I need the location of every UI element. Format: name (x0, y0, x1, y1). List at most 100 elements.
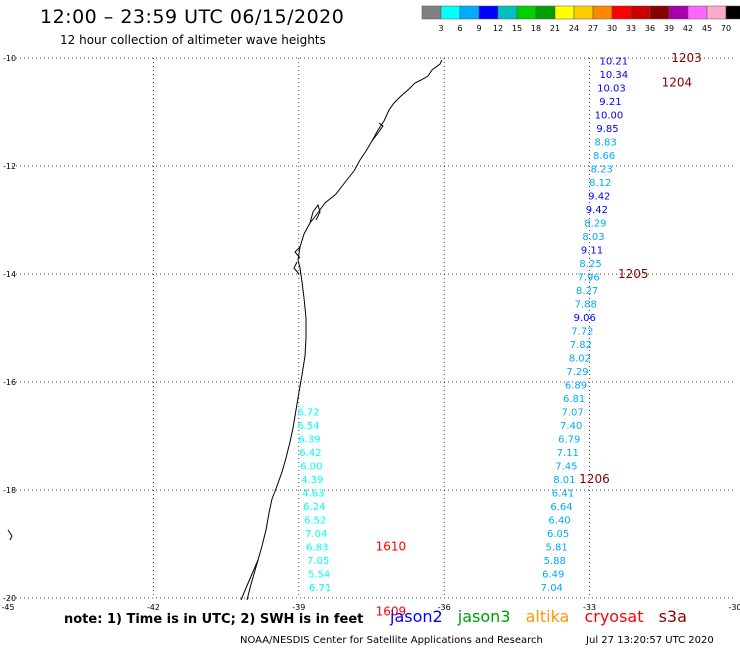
satellite-label: jason3 (457, 607, 511, 626)
y-tick-label: -20 (3, 594, 16, 603)
pass-time-labels: 1203 1204 1205 1206 1610 1609 (376, 51, 702, 619)
pass-time-label: 1203 (671, 51, 702, 65)
x-tick-label: -30 (728, 603, 740, 612)
swh-value-label: 6.49 (542, 570, 564, 581)
legend-tick-label: 70 (721, 24, 731, 33)
swh-value-label: 4.63 (302, 489, 324, 500)
swh-value-label: 8.01 (553, 475, 575, 486)
page-title: 12:00 – 23:59 UTC 06/15/2020 (40, 6, 345, 28)
swh-value-label: 9.21 (599, 97, 621, 108)
credit-text: NOAA/NESDIS Center for Satellite Applica… (240, 635, 543, 646)
brazil-coastline (246, 59, 443, 601)
swh-value-label: 6.71 (309, 583, 331, 594)
swh-value-label: 8.66 (593, 151, 615, 162)
legend-swatch (440, 5, 461, 20)
swh-value-label: 7.96 (577, 273, 599, 284)
swh-value-label: 8.29 (584, 219, 606, 230)
legend-swatch (706, 5, 727, 20)
swh-value-label: 7.07 (562, 408, 584, 419)
swh-value-label: 4.39 (301, 475, 323, 486)
legend-swatch (668, 5, 689, 20)
y-tick-label: -18 (3, 486, 16, 495)
swh-value-label: 6.00 (300, 462, 322, 473)
legend-swatch (516, 5, 537, 20)
swh-value-label: 7.11 (557, 448, 579, 459)
legend-swatch (459, 5, 480, 20)
swh-value-label: 8.25 (579, 259, 601, 270)
legend-tick-label: 9 (476, 24, 481, 33)
footnote: note: 1) Time is in UTC; 2) SWH is in fe… (64, 612, 364, 627)
swh-value-label: 7.04 (305, 529, 327, 540)
altimeter-tracks: 10.21 10.34 10.03 9.21 10.00 9.85 8.83 8.66 8.23… (297, 57, 628, 595)
swh-value-label: 5.88 (544, 556, 566, 567)
y-tick-label: -14 (3, 270, 16, 279)
swh-value-label: 6.52 (304, 516, 326, 527)
x-tick-label: -45 (1, 603, 14, 612)
pass-time-label: 1610 (376, 540, 407, 554)
legend-tick-label: 3 (438, 24, 443, 33)
legend-tick-label: 21 (550, 24, 560, 33)
swh-value-label: 8.83 (594, 138, 616, 149)
swh-value-label: 7.45 (555, 462, 577, 473)
satellite-legend: jason2 jason3 altika cryosat s3a (390, 607, 697, 626)
swh-value-label: 6.41 (552, 489, 574, 500)
swh-value-label: 8.02 (569, 354, 591, 365)
pass-time-label: 1609 (376, 605, 407, 619)
satellite-label: altika (525, 607, 570, 626)
swh-value-label: 6.42 (299, 448, 321, 459)
pass-time-label: 1206 (579, 472, 610, 486)
legend-tick-label: 27 (588, 24, 598, 33)
swh-value-label: 7.82 (570, 340, 592, 351)
coastline-southern-segment (240, 559, 259, 601)
swh-value-label: 9.11 (581, 246, 603, 257)
satellite-label: cryosat (584, 607, 644, 626)
swh-value-label: 6.24 (303, 502, 325, 513)
legend-swatch (725, 5, 740, 20)
swh-value-label: 6.64 (550, 502, 572, 513)
swh-value-label: 8.12 (589, 178, 611, 189)
swh-value-label: 8.23 (591, 165, 613, 176)
swh-value-label: 6.79 (558, 435, 580, 446)
legend-tick-label: 36 (645, 24, 655, 33)
swh-value-label: 8.27 (576, 286, 598, 297)
pass-time-label: 1205 (618, 267, 649, 281)
swh-value-label: 6.89 (565, 381, 587, 392)
swh-value-label: 10.21 (600, 57, 629, 68)
timestamp: Jul 27 13:20:57 UTC 2020 (586, 635, 714, 646)
legend-swatch (497, 5, 518, 20)
satellite-label: s3a (658, 607, 687, 626)
legend-swatch (554, 5, 575, 20)
satellite-label: jason2 (390, 607, 443, 626)
swh-value-label: 7.72 (571, 327, 593, 338)
legend-tick-label: 12 (493, 24, 503, 33)
swh-value-label: 9.06 (574, 313, 596, 324)
swh-value-label: 6.39 (298, 435, 320, 446)
x-tick-label: -36 (438, 603, 451, 612)
legend-swatch (592, 5, 613, 20)
swh-value-label: 10.00 (595, 111, 624, 122)
legend-tick-label: 6 (457, 24, 462, 33)
swh-value-label: 10.34 (600, 70, 629, 81)
y-tick-label: -12 (3, 162, 16, 171)
legend-swatch (421, 5, 442, 20)
swh-value-label: 5.54 (308, 570, 330, 581)
y-tick-label: -16 (3, 378, 16, 387)
swh-value-label: 9.42 (588, 192, 610, 203)
coastline-fragment (7, 529, 13, 541)
legend-tick-label: 30 (607, 24, 617, 33)
page-subtitle: 12 hour collection of altimeter wave hei… (60, 33, 326, 47)
map-grid: -45 -42 -39 -36 -33 -30 -10 -12 -14 -16 -18 -20 (1, 54, 740, 612)
swh-value-label: 10.03 (597, 84, 626, 95)
credit-line: NOAA/NESDIS Center for Satellite Applica… (240, 635, 714, 646)
legend-swatch (535, 5, 556, 20)
swh-value-label: 5.81 (546, 543, 568, 554)
legend-swatch (478, 5, 499, 20)
pass-time-label: 1204 (662, 75, 693, 89)
swh-value-label: 9.85 (596, 124, 618, 135)
legend-tick-label: 42 (683, 24, 693, 33)
coastline-inlet (293, 122, 384, 275)
swh-value-label: 6.05 (547, 529, 569, 540)
swh-value-label: 6.81 (563, 394, 585, 405)
